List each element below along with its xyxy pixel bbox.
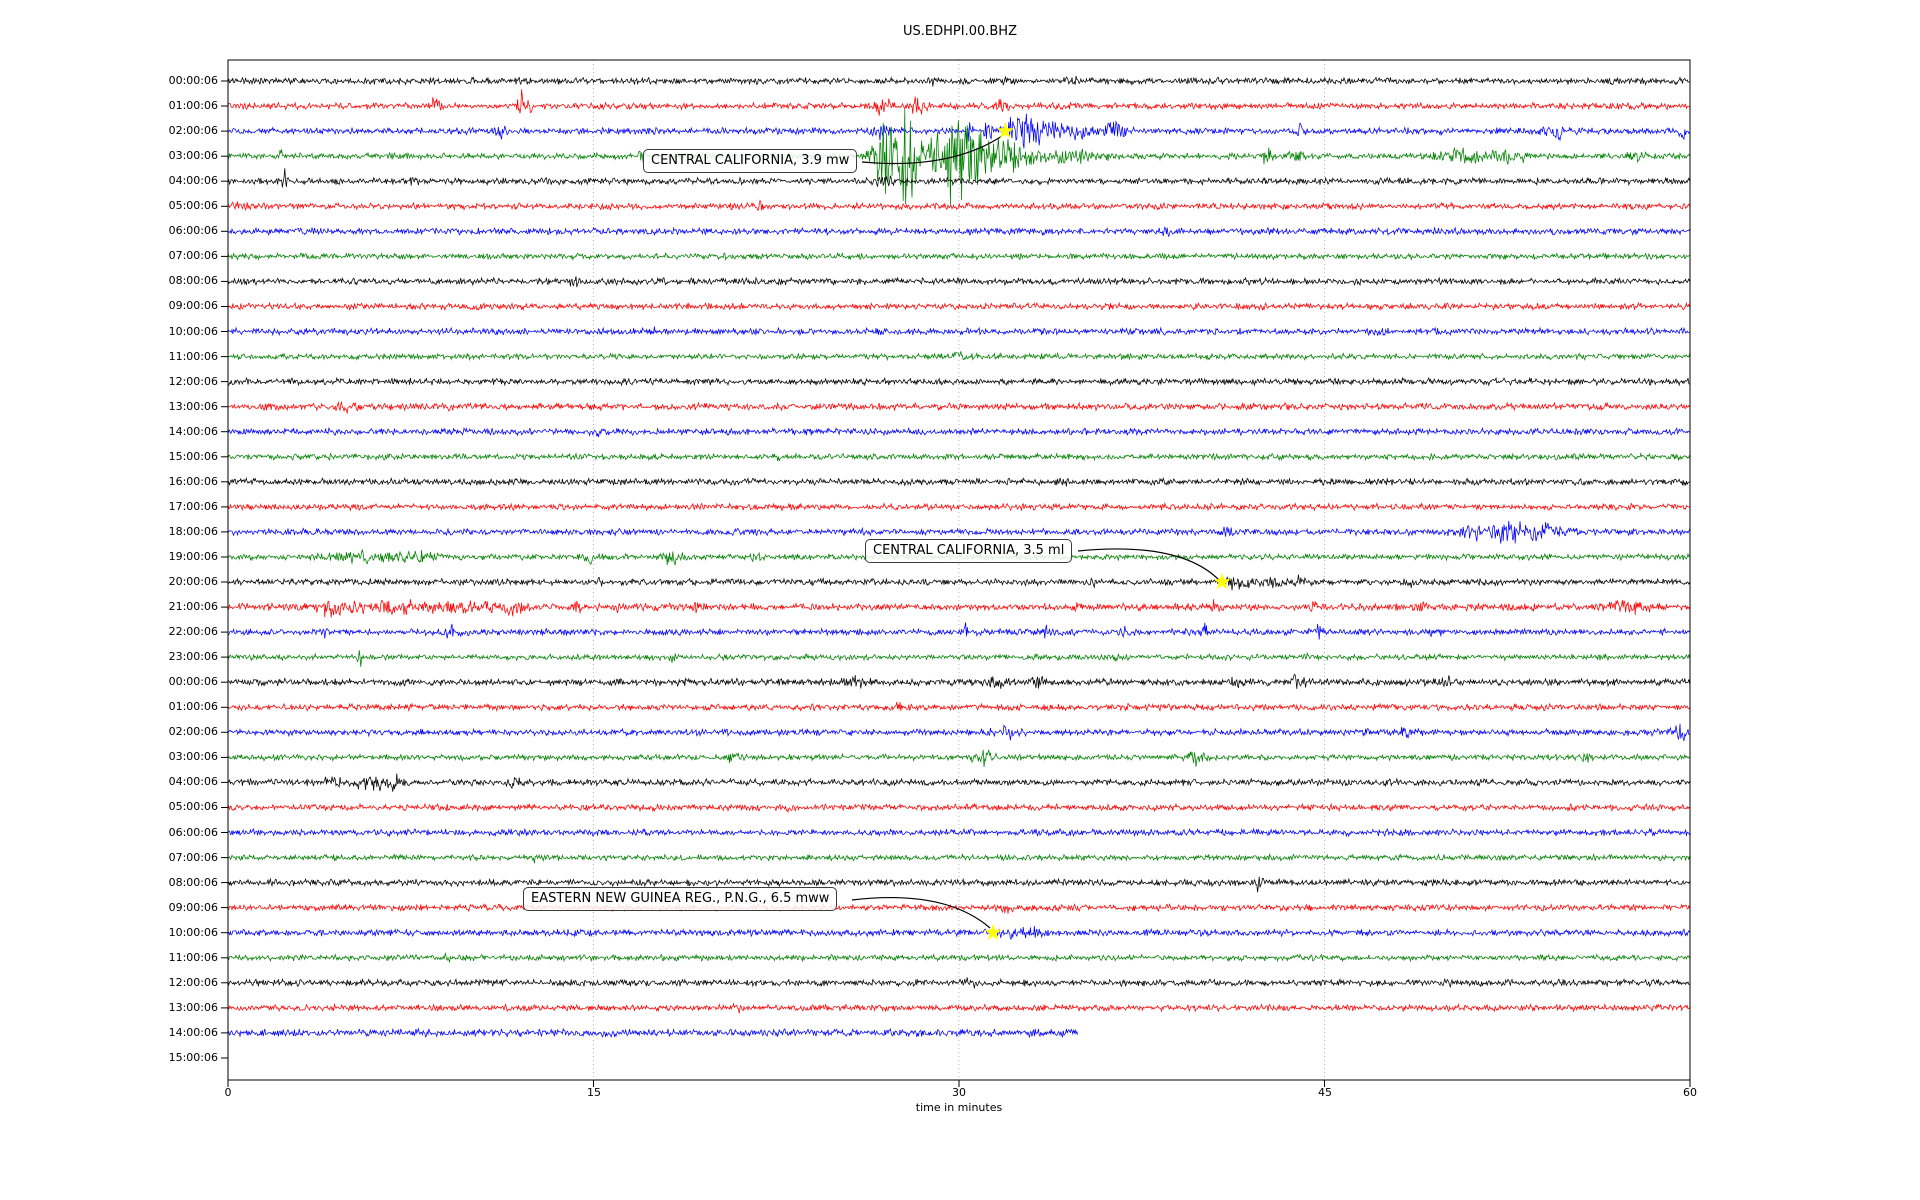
event-annotation-central-california-35: CENTRAL CALIFORNIA, 3.5 ml [865, 539, 1073, 563]
y-tick-label-row11: 11:00:06 [168, 350, 218, 363]
event-star-2 [984, 923, 1002, 940]
y-tick-label-row5: 05:00:06 [168, 199, 218, 212]
seismogram-trace-22-00-06-row22 [228, 622, 1690, 640]
y-tick-label-row0: 00:00:06 [168, 74, 218, 87]
y-tick-label-row20: 20:00:06 [168, 575, 218, 588]
seismogram-trace-00-00-06-row24 [228, 673, 1690, 689]
event-connector-0 [861, 135, 1003, 165]
seismogram-trace-16-00-06-row16 [228, 476, 1690, 487]
seismogram-trace-02-00-06-row26 [228, 723, 1690, 742]
y-tick-label-row22: 22:00:06 [168, 625, 218, 638]
seismogram-trace-13-00-06-row37 [228, 1002, 1690, 1014]
plot-title: US.EDHPI.00.BHZ [903, 24, 1017, 39]
y-tick-label-row12: 12:00:06 [168, 375, 218, 388]
seismogram-trace-21-00-06-row21 [228, 599, 1690, 618]
y-tick-label-row17: 17:00:06 [168, 500, 218, 513]
seismogram-trace-03-00-06-row27 [228, 748, 1690, 768]
seismogram-trace-11-00-06-row11 [228, 351, 1690, 362]
y-tick-label-row28: 04:00:06 [168, 775, 218, 788]
seismogram-trace-05-00-06-row5 [228, 199, 1690, 212]
y-tick-label-row24: 00:00:06 [168, 675, 218, 688]
seismogram-trace-11-00-06-row35 [228, 951, 1690, 964]
y-tick-label-row7: 07:00:06 [168, 249, 218, 262]
y-tick-label-row1: 01:00:06 [168, 99, 218, 112]
event-star-0 [996, 122, 1014, 139]
y-tick-label-row36: 12:00:06 [168, 976, 218, 989]
y-tick-label-row9: 09:00:06 [168, 299, 218, 312]
y-tick-label-row35: 11:00:06 [168, 951, 218, 964]
y-tick-label-row25: 01:00:06 [168, 700, 218, 713]
y-tick-label-row34: 10:00:06 [168, 926, 218, 939]
event-connector-2 [851, 896, 991, 929]
x-tick-label-60: 60 [1683, 1086, 1697, 1099]
x-tick-label-15: 15 [587, 1086, 601, 1099]
y-tick-label-row31: 07:00:06 [168, 851, 218, 864]
event-annotation-central-california-39: CENTRAL CALIFORNIA, 3.9 mw [643, 149, 858, 173]
seismogram-trace-09-00-06-row9 [228, 301, 1690, 312]
y-tick-label-row38: 14:00:06 [168, 1026, 218, 1039]
seismogram-trace-12-00-06-row36 [228, 977, 1690, 989]
seismogram-trace-09-00-06-row33 [228, 902, 1690, 914]
y-tick-label-row18: 18:00:06 [168, 525, 218, 538]
y-tick-label-row6: 06:00:06 [168, 224, 218, 237]
x-tick-label-0: 0 [224, 1086, 232, 1099]
x-tick-label-30: 30 [952, 1086, 966, 1099]
x-tick-label-45: 45 [1318, 1086, 1332, 1099]
y-tick-label-row33: 09:00:06 [168, 901, 218, 914]
y-tick-label-row26: 02:00:06 [168, 725, 218, 738]
seismogram-trace-14-00-06-row14 [228, 426, 1690, 438]
seismogram-trace-10-00-06-row34 [228, 926, 1690, 940]
y-tick-label-row27: 03:00:06 [168, 750, 218, 763]
seismogram-trace-18-00-06-row18 [228, 520, 1690, 544]
seismogram-trace-03-00-06-row3 [228, 109, 1690, 205]
y-tick-label-row37: 13:00:06 [168, 1001, 218, 1014]
seismogram-trace-12-00-06-row12 [228, 376, 1690, 387]
y-tick-label-row16: 16:00:06 [168, 475, 218, 488]
y-tick-label-row4: 04:00:06 [168, 174, 218, 187]
seismogram-trace-13-00-06-row13 [228, 400, 1690, 414]
y-tick-label-row15: 15:00:06 [168, 450, 218, 463]
seismogram-trace-00-00-06-row0 [228, 75, 1690, 87]
seismogram-trace-20-00-06-row20 [228, 574, 1690, 591]
seismogram-trace-23-00-06-row23 [228, 650, 1690, 667]
y-tick-label-row29: 05:00:06 [168, 800, 218, 813]
seismogram-trace-07-00-06-row31 [228, 852, 1690, 864]
seismogram-trace-08-00-06-row8 [228, 276, 1690, 288]
y-tick-label-row14: 14:00:06 [168, 425, 218, 438]
seismogram-trace-04-00-06-row28 [228, 773, 1690, 792]
y-tick-label-row30: 06:00:06 [168, 826, 218, 839]
y-tick-label-row19: 19:00:06 [168, 550, 218, 563]
y-tick-label-row39: 15:00:06 [168, 1051, 218, 1064]
seismogram-trace-06-00-06-row6 [228, 226, 1690, 238]
y-tick-label-row23: 23:00:06 [168, 650, 218, 663]
seismogram-trace-17-00-06-row17 [228, 502, 1690, 512]
seismogram-trace-04-00-06-row4 [228, 168, 1690, 188]
seismogram-trace-08-00-06-row32 [228, 876, 1690, 893]
y-tick-label-row21: 21:00:06 [168, 600, 218, 613]
seismogram-trace-14-00-06-row38 [228, 1027, 1078, 1039]
y-tick-label-row32: 08:00:06 [168, 876, 218, 889]
y-tick-label-row3: 03:00:06 [168, 149, 218, 162]
event-annotation-eastern-new-guinea: EASTERN NEW GUINEA REG., P.N.G., 6.5 mww [523, 887, 838, 911]
seismogram-trace-06-00-06-row30 [228, 827, 1690, 838]
y-tick-label-row8: 08:00:06 [168, 274, 218, 287]
event-connector-1 [1077, 548, 1220, 581]
event-star-1 [1213, 573, 1231, 590]
seismogram-trace-10-00-06-row10 [228, 326, 1690, 337]
seismogram-trace-01-00-06-row25 [228, 701, 1690, 712]
y-tick-label-row2: 02:00:06 [168, 124, 218, 137]
seismogram-trace-01-00-06-row1 [228, 89, 1690, 116]
y-tick-label-row10: 10:00:06 [168, 325, 218, 338]
seismogram-trace-07-00-06-row7 [228, 251, 1690, 261]
x-axis-label: time in minutes [915, 1101, 1003, 1114]
y-tick-label-row13: 13:00:06 [168, 400, 218, 413]
seismogram-trace-05-00-06-row29 [228, 802, 1690, 814]
seismogram-trace-15-00-06-row15 [228, 452, 1690, 462]
